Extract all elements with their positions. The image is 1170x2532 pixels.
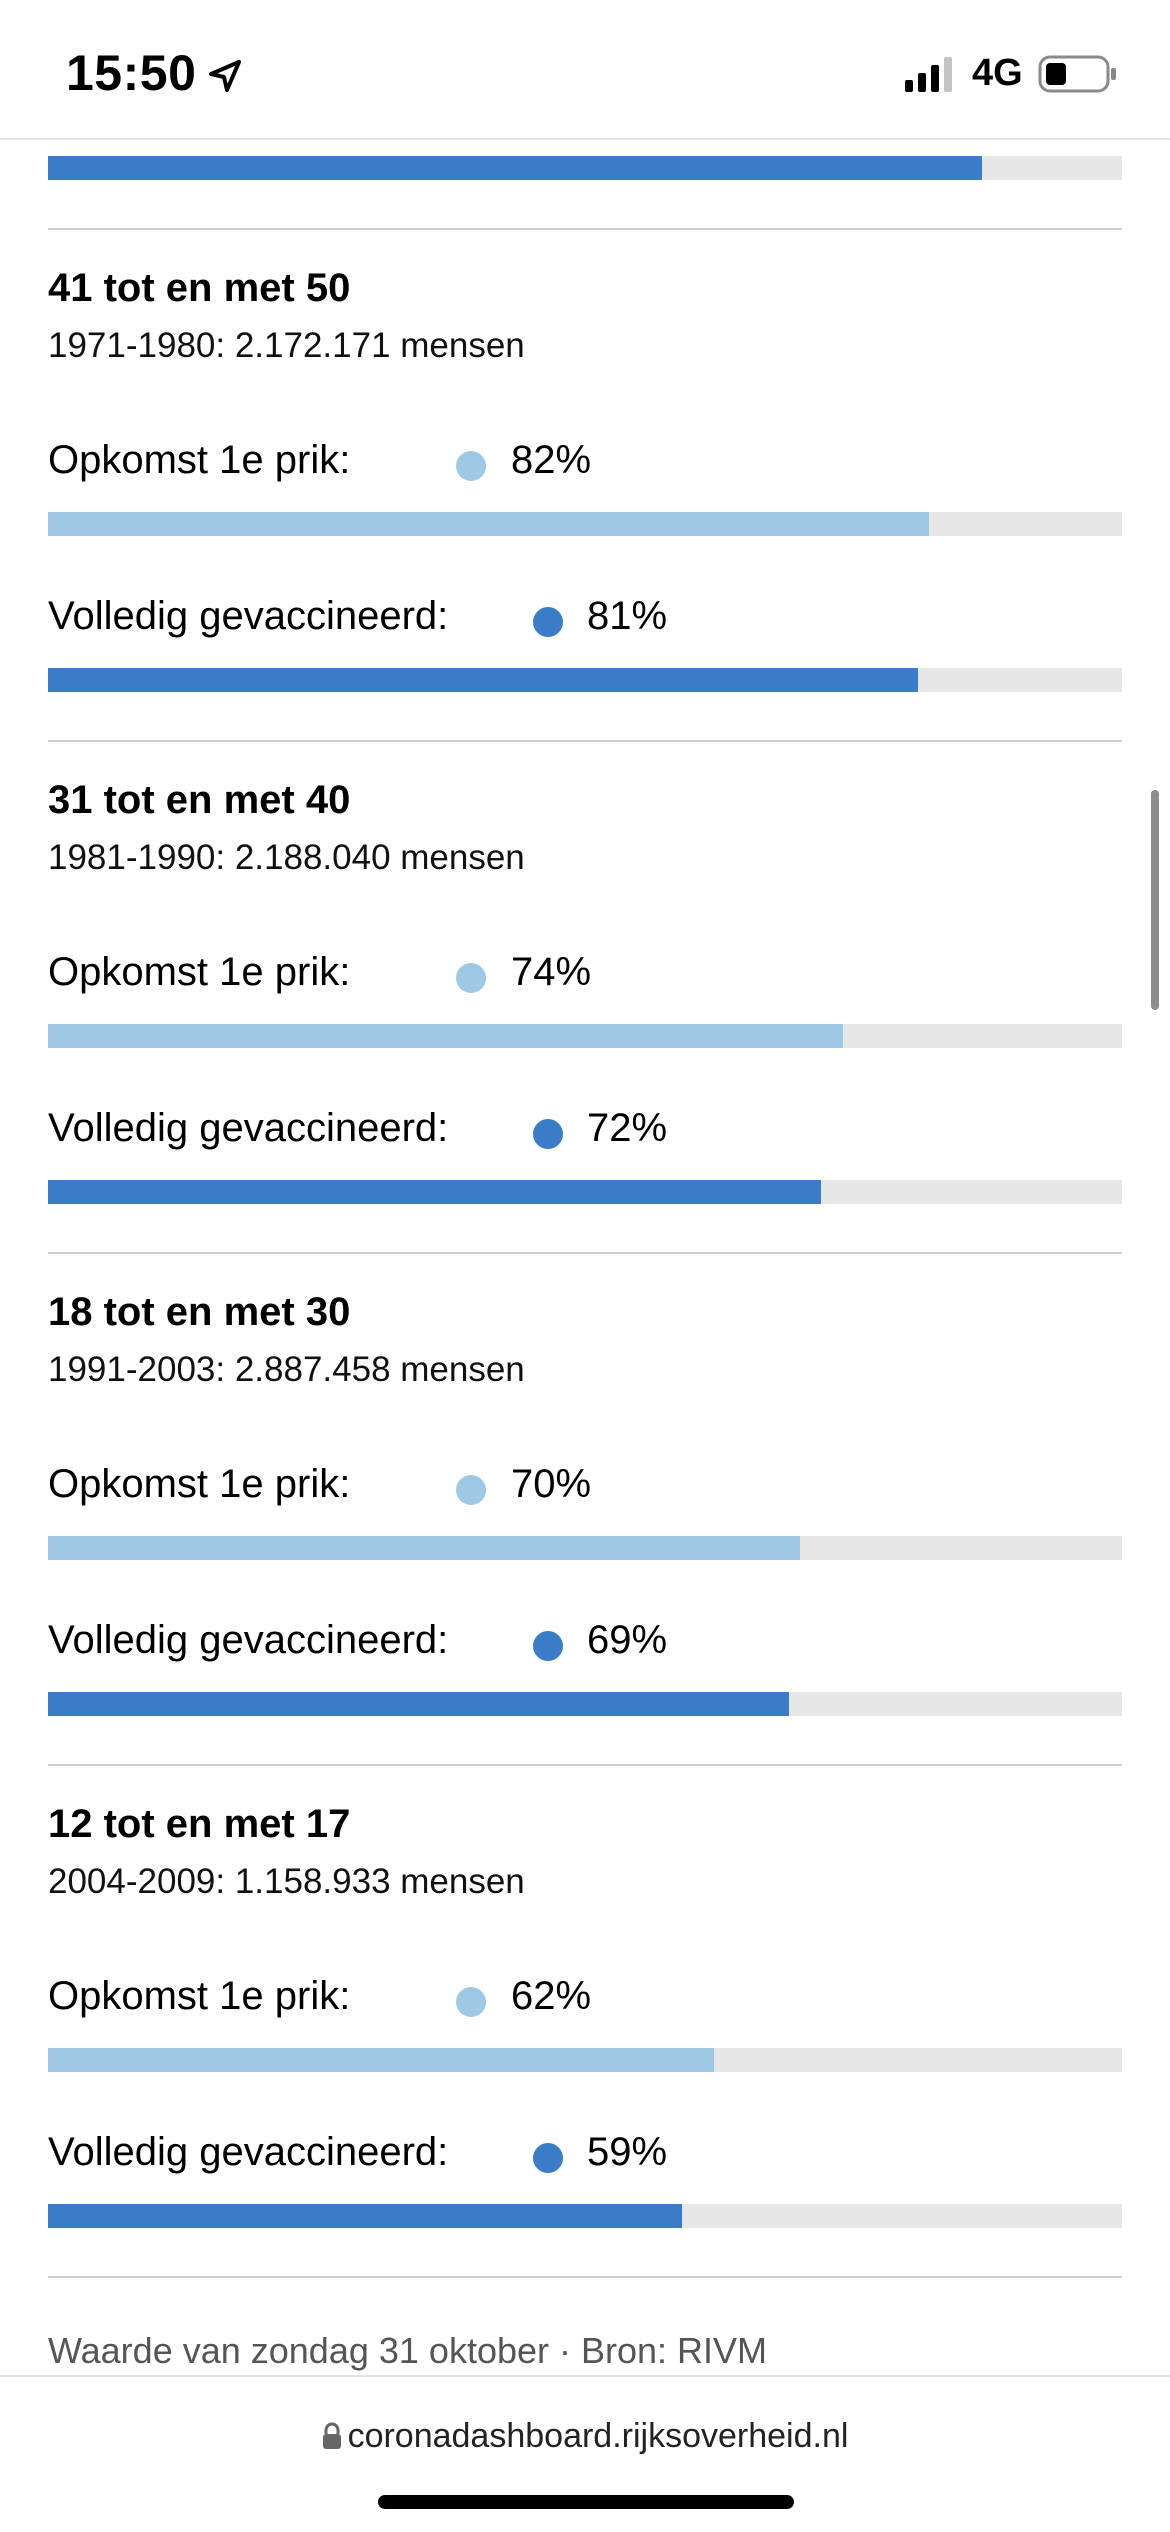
- divider: [48, 1252, 1122, 1254]
- first-dose-bar: [48, 2048, 1122, 2072]
- first-dose-bar: [48, 1024, 1122, 1048]
- divider: [48, 740, 1122, 742]
- browser-bottom-bar: coronadashboard.rijksoverheid.nl: [0, 2375, 1170, 2532]
- first-dose-bar-fill: [48, 1024, 843, 1048]
- first-dose-percentage: 82%: [511, 438, 592, 482]
- status-bar: 15:50 4G: [0, 0, 1170, 140]
- first-dose-dot-icon: [456, 451, 486, 481]
- fully-vaccinated-bar-fill: [48, 1692, 790, 1716]
- partial-fully-vaccinated-bar: [48, 156, 1122, 180]
- fully-vaccinated-bar-fill: [48, 2204, 682, 2228]
- age-group-title: 31 tot en met 40: [48, 778, 351, 822]
- fully-vaccinated-dot-icon: [533, 2143, 563, 2173]
- fully-vaccinated-dot-icon: [533, 1631, 563, 1661]
- fully-vaccinated-label: Volledig gevaccineerd:: [48, 1618, 449, 1662]
- age-group-population: 2004-2009: 1.158.933 mensen: [48, 1862, 525, 1901]
- age-group-population: 1991-2003: 2.887.458 mensen: [48, 1350, 525, 1389]
- address-bar[interactable]: coronadashboard.rijksoverheid.nl: [0, 2417, 1170, 2456]
- fully-vaccinated-percentage: 72%: [587, 1106, 668, 1150]
- source-note: Waarde van zondag 31 oktober · Bron: RIV…: [48, 2330, 768, 2371]
- divider: [48, 2276, 1122, 2278]
- home-indicator[interactable]: [378, 2495, 794, 2509]
- page-content: 41 tot en met 50 1971-1980: 2.172.171 me…: [48, 156, 1122, 2371]
- first-dose-bar: [48, 1536, 1122, 1560]
- age-group-title: 18 tot en met 30: [48, 1290, 351, 1334]
- first-dose-bar-fill: [48, 1536, 800, 1560]
- first-dose-dot-icon: [456, 963, 486, 993]
- age-group-title: 41 tot en met 50: [48, 266, 351, 310]
- age-group-population: 1981-1990: 2.188.040 mensen: [48, 838, 525, 877]
- fully-vaccinated-bar-fill: [48, 1180, 822, 1204]
- fully-vaccinated-bar: [48, 2204, 1122, 2228]
- lock-icon: [322, 2422, 341, 2449]
- first-dose-bar-fill: [48, 2048, 714, 2072]
- age-group-population: 1971-1980: 2.172.171 mensen: [48, 326, 525, 365]
- fully-vaccinated-label: Volledig gevaccineerd:: [48, 594, 449, 638]
- fully-vaccinated-percentage: 59%: [587, 2130, 668, 2174]
- partial-fully-vaccinated-bar-fill: [48, 156, 983, 180]
- fully-vaccinated-percentage: 69%: [587, 1618, 668, 1662]
- network-type: 4G: [972, 52, 1023, 94]
- fully-vaccinated-bar-fill: [48, 668, 918, 692]
- first-dose-dot-icon: [456, 1475, 486, 1505]
- first-dose-percentage: 62%: [511, 1974, 592, 2018]
- first-dose-label: Opkomst 1e prik:: [48, 1974, 351, 2018]
- fully-vaccinated-label: Volledig gevaccineerd:: [48, 2130, 449, 2174]
- fully-vaccinated-percentage: 81%: [587, 594, 668, 638]
- location-arrow-icon: [209, 60, 241, 92]
- first-dose-dot-icon: [456, 1987, 486, 2017]
- first-dose-percentage: 74%: [511, 950, 592, 994]
- scroll-indicator[interactable]: [1151, 790, 1159, 1010]
- status-time: 15:50: [66, 45, 197, 101]
- fully-vaccinated-bar: [48, 1180, 1122, 1204]
- fully-vaccinated-bar: [48, 668, 1122, 692]
- first-dose-percentage: 70%: [511, 1462, 592, 1506]
- first-dose-bar: [48, 512, 1122, 536]
- first-dose-label: Opkomst 1e prik:: [48, 950, 351, 994]
- fully-vaccinated-dot-icon: [533, 1119, 563, 1149]
- age-group-title: 12 tot en met 17: [48, 1802, 351, 1846]
- fully-vaccinated-dot-icon: [533, 607, 563, 637]
- first-dose-label: Opkomst 1e prik:: [48, 1462, 351, 1506]
- fully-vaccinated-bar: [48, 1692, 1122, 1716]
- first-dose-label: Opkomst 1e prik:: [48, 438, 351, 482]
- fully-vaccinated-label: Volledig gevaccineerd:: [48, 1106, 449, 1150]
- divider: [48, 1764, 1122, 1766]
- signal-strength-icon: [905, 57, 952, 92]
- divider: [48, 228, 1122, 230]
- battery-icon: [1038, 55, 1116, 93]
- url-text: coronadashboard.rijksoverheid.nl: [347, 2417, 849, 2455]
- first-dose-bar-fill: [48, 512, 929, 536]
